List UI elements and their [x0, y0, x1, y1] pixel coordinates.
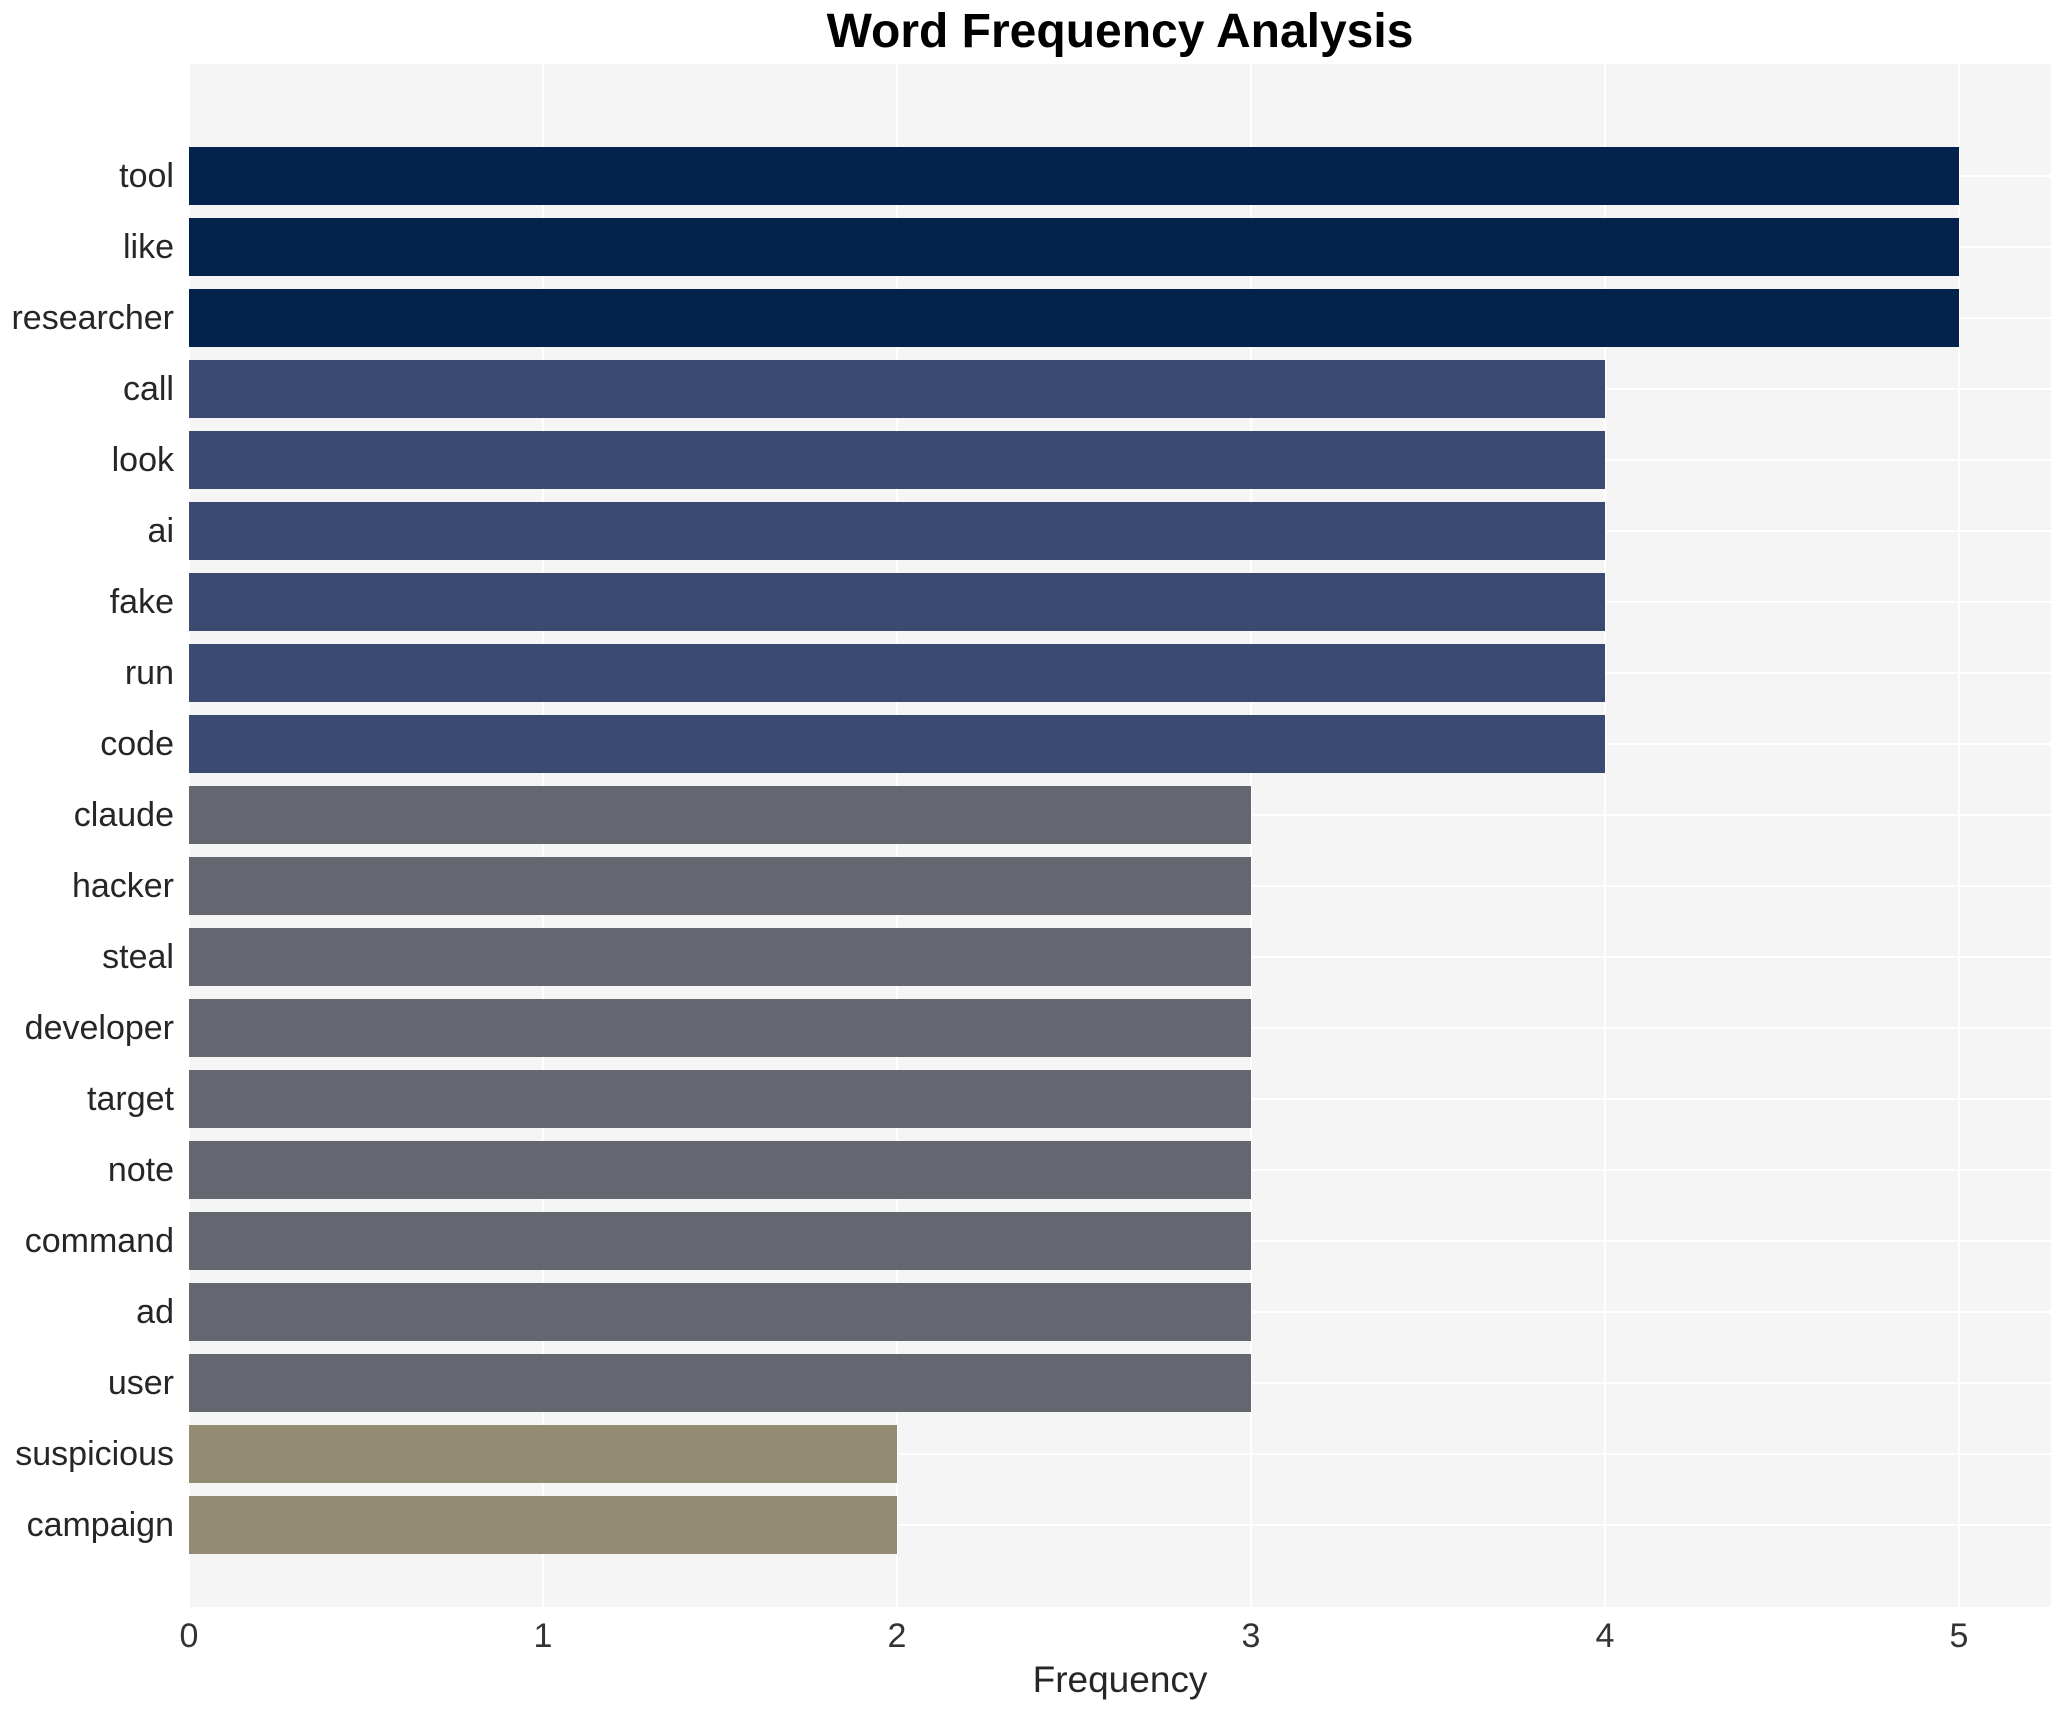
bar-like: [189, 218, 1959, 276]
bar-call: [189, 360, 1605, 418]
bar-suspicious: [189, 1425, 897, 1483]
bar-row: [189, 567, 2051, 638]
bar-run: [189, 644, 1605, 702]
bar-row: [189, 1419, 2051, 1490]
bar-note: [189, 1141, 1251, 1199]
y-axis-label-ai: ai: [147, 512, 174, 550]
y-axis-label-ad: ad: [136, 1293, 174, 1331]
bar-row: [189, 1277, 2051, 1348]
bar-row: [189, 922, 2051, 993]
bar-row: [189, 496, 2051, 567]
bar-row: [189, 1206, 2051, 1277]
x-tick-label: 0: [179, 1617, 199, 1655]
x-axis-title: Frequency: [1032, 1659, 1208, 1700]
y-axis-label-command: command: [24, 1222, 174, 1260]
bar-row: [189, 1135, 2051, 1206]
y-axis-label-suspicious: suspicious: [15, 1435, 174, 1473]
bar-row: [189, 1348, 2051, 1419]
y-axis-label-campaign: campaign: [26, 1506, 174, 1544]
y-axis-label-claude: claude: [73, 796, 174, 834]
bar-row: [189, 425, 2051, 496]
bar-developer: [189, 999, 1251, 1057]
x-axis-ticks: 0 1 2 3 4 5: [180, 1607, 2051, 1657]
bar-row: [189, 354, 2051, 425]
bar-claude: [189, 786, 1251, 844]
bar-campaign: [189, 1496, 897, 1554]
bar-row: [189, 638, 2051, 709]
chart-title: Word Frequency Analysis: [826, 5, 1414, 58]
x-tick-label: 5: [1949, 1617, 1969, 1655]
bar-code: [189, 715, 1605, 773]
y-axis-label-user: user: [107, 1364, 174, 1402]
bar-row: [189, 780, 2051, 851]
y-axis-label-like: like: [122, 228, 174, 266]
bar-tool: [189, 147, 1959, 205]
bar-researcher: [189, 289, 1959, 347]
x-tick-label: 3: [1241, 1617, 1261, 1655]
bar-rows: [189, 141, 2051, 1561]
bar-hacker: [189, 857, 1251, 915]
bar-fake: [189, 573, 1605, 631]
bar-ai: [189, 502, 1605, 560]
y-axis-label-note: note: [107, 1151, 174, 1189]
bar-command: [189, 1212, 1251, 1270]
bar-target: [189, 1070, 1251, 1128]
gridline-vertical: [1957, 64, 1960, 1607]
plot-area: 0 1 2 3 4 5 Frequency: [180, 64, 2051, 1700]
bar-row: [189, 283, 2051, 354]
bar-ad: [189, 1283, 1251, 1341]
y-axis-label-code: code: [100, 725, 174, 763]
y-axis-label-steal: steal: [102, 938, 174, 976]
gridline-horizontal: [189, 1524, 2051, 1526]
bar-steal: [189, 928, 1251, 986]
y-axis-label-tool: tool: [119, 157, 174, 195]
x-tick-label: 1: [533, 1617, 553, 1655]
y-axis-label-hacker: hacker: [71, 867, 174, 905]
bar-row: [189, 993, 2051, 1064]
bar-row: [189, 1490, 2051, 1561]
x-tick-label: 4: [1595, 1617, 1615, 1655]
bar-row: [189, 851, 2051, 922]
y-axis-label-target: target: [87, 1080, 174, 1118]
y-axis-label-look: look: [111, 441, 174, 479]
bar-row: [189, 1064, 2051, 1135]
y-axis-label-developer: developer: [24, 1009, 174, 1047]
bar-row: [189, 212, 2051, 283]
bar-row: [189, 141, 2051, 212]
bar-user: [189, 1354, 1251, 1412]
y-axis-label-call: call: [122, 370, 174, 408]
x-tick-label: 2: [887, 1617, 907, 1655]
gridline-vertical: [1249, 64, 1252, 1607]
gridline-horizontal: [189, 1453, 2051, 1455]
bar-look: [189, 431, 1605, 489]
y-axis-labels: tool like researcher call look ai fake run code c…: [0, 141, 174, 1561]
y-axis-label-fake: fake: [109, 583, 174, 621]
y-axis-label-researcher: researcher: [11, 299, 174, 337]
bar-row: [189, 709, 2051, 780]
y-axis-label-run: run: [124, 654, 174, 692]
gridline-vertical: [1603, 64, 1606, 1607]
